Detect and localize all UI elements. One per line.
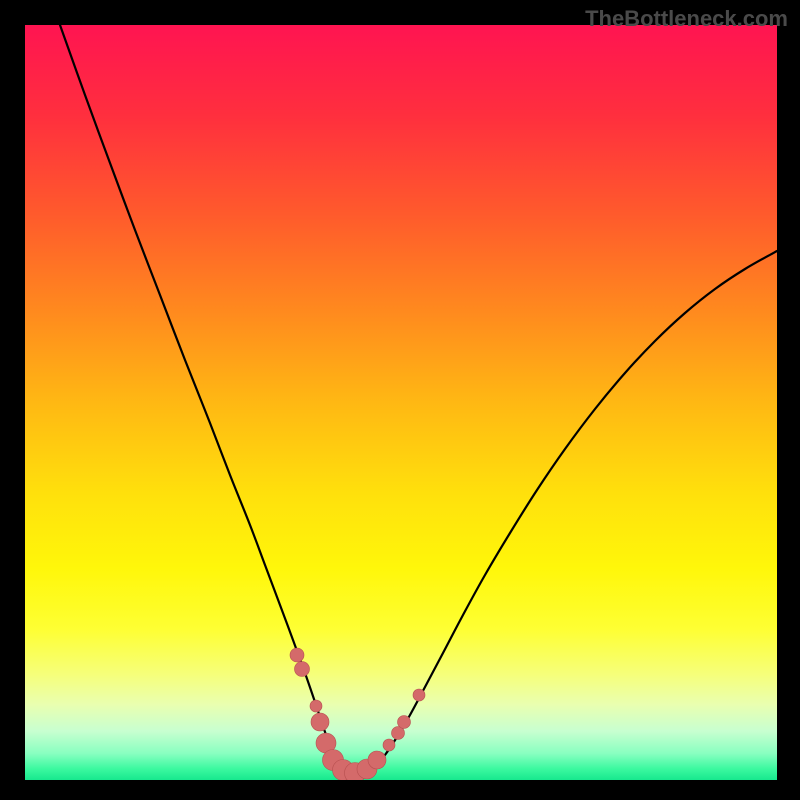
curve-right [349,251,777,777]
data-marker [383,739,395,751]
plot-area [25,25,777,780]
data-marker [398,716,411,729]
data-marker [311,713,329,731]
data-marker [295,662,310,677]
data-marker [413,689,425,701]
data-marker [290,648,304,662]
watermark-text: TheBottleneck.com [585,6,788,32]
marker-group [290,648,425,780]
data-marker [310,700,322,712]
chart-svg [25,25,777,780]
data-marker [368,751,386,769]
